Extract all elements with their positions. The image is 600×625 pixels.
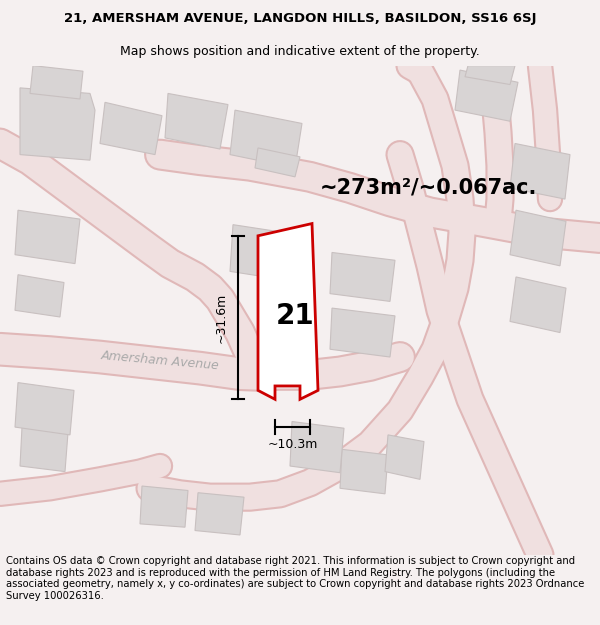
Text: Amersham Avenue: Amersham Avenue — [100, 349, 220, 372]
Polygon shape — [230, 110, 302, 168]
Polygon shape — [510, 277, 566, 332]
Polygon shape — [510, 144, 570, 199]
Polygon shape — [20, 427, 68, 472]
Text: 21, AMERSHAM AVENUE, LANGDON HILLS, BASILDON, SS16 6SJ: 21, AMERSHAM AVENUE, LANGDON HILLS, BASI… — [64, 12, 536, 25]
Polygon shape — [510, 210, 566, 266]
Polygon shape — [165, 93, 228, 149]
Polygon shape — [258, 224, 318, 399]
Text: ~10.3m: ~10.3m — [268, 438, 317, 451]
Polygon shape — [140, 486, 188, 528]
Polygon shape — [290, 421, 344, 472]
Polygon shape — [195, 492, 244, 535]
Text: Contains OS data © Crown copyright and database right 2021. This information is : Contains OS data © Crown copyright and d… — [6, 556, 584, 601]
Polygon shape — [20, 88, 95, 160]
Text: ~273m²/~0.067ac.: ~273m²/~0.067ac. — [320, 178, 538, 198]
Polygon shape — [455, 70, 518, 121]
Text: ~31.6m: ~31.6m — [215, 292, 228, 342]
Polygon shape — [330, 253, 395, 301]
Polygon shape — [30, 66, 83, 99]
Polygon shape — [15, 382, 74, 435]
Polygon shape — [100, 102, 162, 154]
Text: 21: 21 — [275, 302, 314, 330]
Text: Map shows position and indicative extent of the property.: Map shows position and indicative extent… — [120, 45, 480, 58]
Polygon shape — [230, 224, 284, 279]
Polygon shape — [340, 449, 388, 494]
Polygon shape — [330, 308, 395, 357]
Polygon shape — [15, 275, 64, 317]
Polygon shape — [385, 435, 424, 479]
Polygon shape — [465, 66, 515, 84]
Polygon shape — [15, 210, 80, 264]
Polygon shape — [255, 148, 300, 177]
